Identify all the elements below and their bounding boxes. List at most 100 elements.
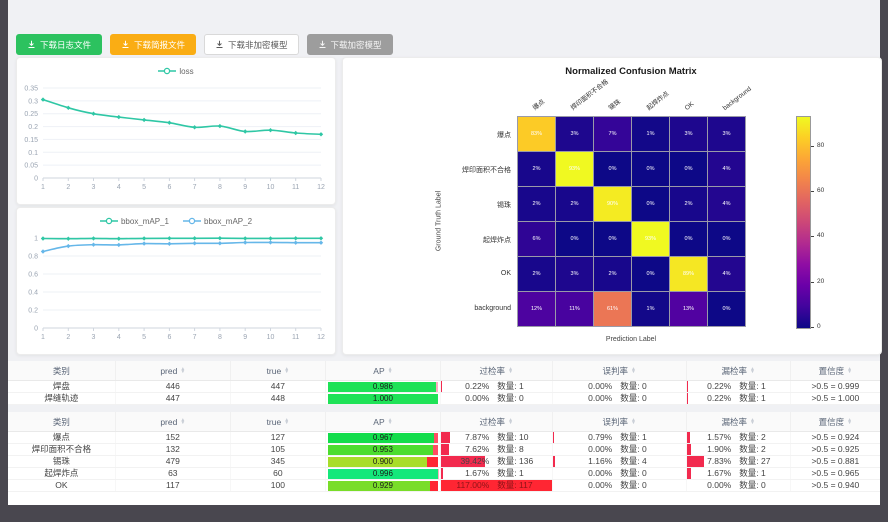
cell-miss-rate: 1.90% 数量: 2 (686, 443, 791, 456)
sort-icon[interactable]: ▲ ▼ (631, 365, 636, 376)
cell-true: 345 (230, 455, 326, 468)
rate-bar (440, 456, 485, 467)
cell-misjudge-rate: 0.00% 数量: 0 (552, 443, 687, 456)
matrix-cell: 3% (556, 257, 593, 291)
sort-icon[interactable]: ▲ ▼ (180, 416, 186, 427)
column-header-AP[interactable]: AP ▲ ▼ (325, 361, 441, 381)
rate-cell: 1.67% 数量: 1 (440, 468, 552, 479)
map-chart-legend: bbox_mAP_1 bbox_mAP_2 (17, 213, 335, 229)
rate-percent: 39.42% (460, 456, 490, 466)
column-header-过检率[interactable]: 过检率 ▲ ▼ (440, 361, 553, 381)
column-header-pred[interactable]: pred ▲ ▼ (115, 412, 231, 432)
matrix-cell: 2% (556, 187, 593, 221)
sort-icon[interactable]: ▲ ▼ (508, 416, 514, 427)
column-header-pred[interactable]: pred ▲ ▼ (115, 361, 231, 381)
column-header-过检率[interactable]: 过检率 ▲ ▼ (440, 412, 553, 432)
column-header-label: 漏检率 (721, 416, 748, 427)
table-section-1: 类别 pred ▲ ▼ true ▲ ▼ AP ▲ ▼ 过检率 ▲ ▼ 误判率 ▲ ▼ 漏检率 ▲ ▼ 置信度 ▲ ▼ 焊盘… (8, 361, 880, 405)
legend-marker-icon (158, 67, 177, 75)
confusion-matrix-ylabel: Ground Truth Label (435, 190, 443, 252)
cell-confidence: >0.5 = 0.925 (790, 443, 880, 456)
download-log-file-button[interactable]: 下载日志文件 (16, 34, 103, 55)
sort-icon[interactable]: ▲ ▼ (750, 365, 755, 376)
matrix-col-label: 焊印面积不合格 (569, 78, 610, 112)
x-tick-label: 4 (117, 334, 121, 341)
rate-percent: 1.67% (465, 468, 490, 478)
rate-bar (440, 480, 552, 491)
cell-confidence: >0.5 = 0.965 (790, 467, 880, 480)
rate-bar (686, 432, 691, 443)
rate-count: 数量: 136 (497, 456, 534, 466)
cell-misjudge-rate: 0.00% 数量: 0 (552, 392, 687, 405)
legend-label: bbox_mAP_2 (204, 216, 253, 226)
column-header-漏检率[interactable]: 漏检率 ▲ ▼ (686, 412, 791, 432)
column-header-误判率[interactable]: 误判率 ▲ ▼ (552, 412, 687, 432)
sort-icon[interactable]: ▲ ▼ (508, 365, 514, 376)
matrix-cell: 0% (670, 222, 707, 256)
rate-cell: 0.00% 数量: 0 (553, 468, 686, 479)
cell-miss-rate: 1.57% 数量: 2 (686, 431, 791, 444)
column-header-true[interactable]: true ▲ ▼ (230, 361, 326, 381)
x-tick-label: 11 (292, 184, 299, 191)
button-label: 下载日志文件 (40, 39, 92, 50)
rate-percent: 1.57% (707, 432, 732, 442)
rate-percent: 0.22% (707, 393, 732, 403)
cell-pred: 117 (115, 479, 231, 492)
data-point (268, 128, 273, 133)
cell-true: 100 (230, 479, 326, 492)
column-header-AP[interactable]: AP ▲ ▼ (325, 412, 441, 432)
button-label: 下载非加密模型 (228, 39, 288, 50)
matrix-col-label: OK (683, 100, 696, 112)
column-header-true[interactable]: true ▲ ▼ (230, 412, 326, 432)
column-header-label: true (266, 416, 282, 427)
column-header-label: 漏检率 (721, 365, 748, 376)
matrix-cell: 12% (518, 292, 555, 326)
column-header-label: 置信度 (818, 416, 845, 427)
cell-miss-rate: 0.22% 数量: 1 (686, 392, 791, 405)
matrix-cell: 6% (518, 222, 555, 256)
matrix-cell: 2% (594, 257, 631, 291)
data-point (192, 241, 197, 246)
data-point (141, 236, 147, 241)
sort-icon[interactable]: ▲ ▼ (284, 365, 290, 376)
legend-item-bbox_mAP_1[interactable]: bbox_mAP_1 (99, 217, 169, 226)
data-point (116, 236, 121, 241)
rate-cell: 0.00% 数量: 0 (441, 393, 552, 404)
column-header-误判率[interactable]: 误判率 ▲ ▼ (552, 361, 687, 381)
legend-item-loss[interactable]: loss (158, 67, 194, 76)
download-report-file-button[interactable]: 下载简报文件 (110, 34, 197, 55)
rate-percent: 0.00% (465, 393, 490, 403)
sort-icon[interactable]: ▲ ▼ (180, 365, 186, 376)
column-header-label: pred (160, 416, 178, 427)
column-header-label: pred (160, 365, 178, 376)
sort-icon[interactable]: ▲ ▼ (284, 416, 290, 427)
sort-icon[interactable]: ▲ ▼ (631, 416, 636, 427)
sort-icon[interactable]: ▲ ▼ (750, 416, 755, 427)
download-encrypted-model-button[interactable]: 下载加密模型 (306, 34, 393, 55)
data-point (66, 105, 71, 110)
download-unencrypted-model-button[interactable]: 下载非加密模型 (204, 34, 299, 55)
sort-icon[interactable]: ▲ ▼ (847, 365, 853, 376)
data-point (293, 240, 298, 245)
cell-misjudge-rate: 0.00% 数量: 0 (552, 380, 687, 393)
matrix-cell: 0% (708, 222, 745, 256)
sort-icon[interactable]: ▲ ▼ (387, 365, 393, 376)
cell-ap: 0.967 (325, 431, 441, 444)
download-icon (28, 40, 35, 48)
data-point (243, 129, 248, 134)
rate-bar (686, 444, 692, 455)
sort-icon[interactable]: ▲ ▼ (387, 416, 393, 427)
cell-pred: 63 (115, 467, 231, 480)
table-row: 焊印面积不合格 132 105 0.953 7.62% 数量: 8 0.00% 数量: 0 1.… (8, 443, 880, 456)
sort-icon[interactable]: ▲ ▼ (847, 416, 853, 427)
legend-item-bbox_mAP_2[interactable]: bbox_mAP_2 (183, 217, 252, 226)
column-header-置信度[interactable]: 置信度 ▲ ▼ (790, 361, 880, 381)
cell-pred: 446 (115, 380, 231, 393)
column-header-漏检率[interactable]: 漏检率 ▲ ▼ (686, 361, 791, 381)
column-header-label: 类别 (52, 416, 70, 427)
rate-count: 数量: 0 (620, 468, 647, 478)
column-header-置信度[interactable]: 置信度 ▲ ▼ (790, 412, 880, 432)
rate-cell: 0.00% 数量: 0 (553, 393, 686, 404)
y-tick-label: 0.05 (24, 163, 38, 170)
